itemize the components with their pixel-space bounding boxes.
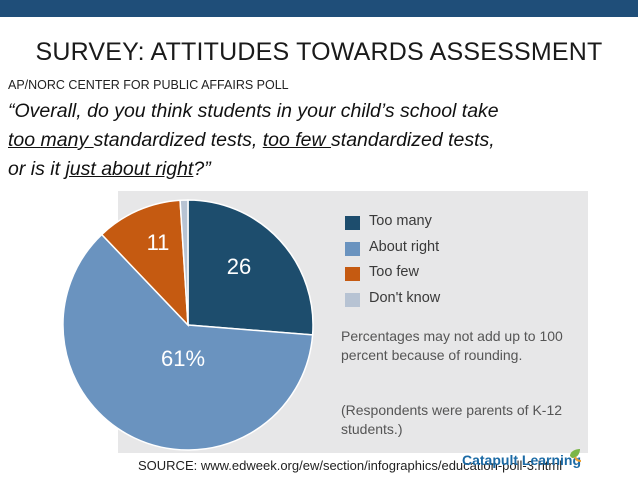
legend-swatch-too-many <box>345 216 360 230</box>
slide-title: SURVEY: ATTITUDES TOWARDS ASSESSMENT <box>35 38 603 66</box>
question-line-3-start: or is it <box>8 158 66 180</box>
pie-slice-about-right <box>62 233 314 451</box>
option-too-few: too few <box>262 129 332 151</box>
brand-leaf-icon <box>570 449 582 462</box>
top-accent-bar <box>0 0 638 17</box>
question-mid-2: standardized tests, <box>331 129 495 151</box>
legend-label: Don't know <box>369 289 441 306</box>
brand-logo-text: Catapult Learning <box>462 452 582 468</box>
source-citation: SOURCE: www.edweek.org/ew/section/infogr… <box>138 458 563 473</box>
pie-data-label: 11 <box>147 230 170 255</box>
respondents-note: (Respondents were parents of K-12 studen… <box>341 402 563 437</box>
pie-data-label: 26 <box>227 254 251 279</box>
legend-swatch-about-right <box>345 241 360 256</box>
rounding-note: Percentages may not add up to 100 percen… <box>341 328 563 363</box>
pie-slice-too-few <box>100 199 189 328</box>
legend-swatch-too-few <box>345 267 360 281</box>
pie-data-label: 61% <box>161 346 205 371</box>
legend-label: Too many <box>369 213 432 229</box>
option-just-about-right: just about right <box>65 158 194 180</box>
option-too-many: too many <box>8 129 94 151</box>
legend-swatch-dont-know <box>345 292 360 307</box>
question-close: ?” <box>193 158 211 180</box>
pie-slice-too-many <box>187 199 314 336</box>
survey-question: “Overall, do you think students in your … <box>8 97 633 184</box>
question-mid-1: standardized tests, <box>93 129 263 151</box>
question-line-1: “Overall, do you think students in your … <box>8 100 499 122</box>
legend-label: Too few <box>369 264 419 280</box>
pie-slice-don-t-know <box>179 199 189 326</box>
slide-subtitle: AP/NORC CENTER FOR PUBLIC AFFAIRS POLL <box>8 78 289 92</box>
legend-label: About right <box>369 238 440 255</box>
